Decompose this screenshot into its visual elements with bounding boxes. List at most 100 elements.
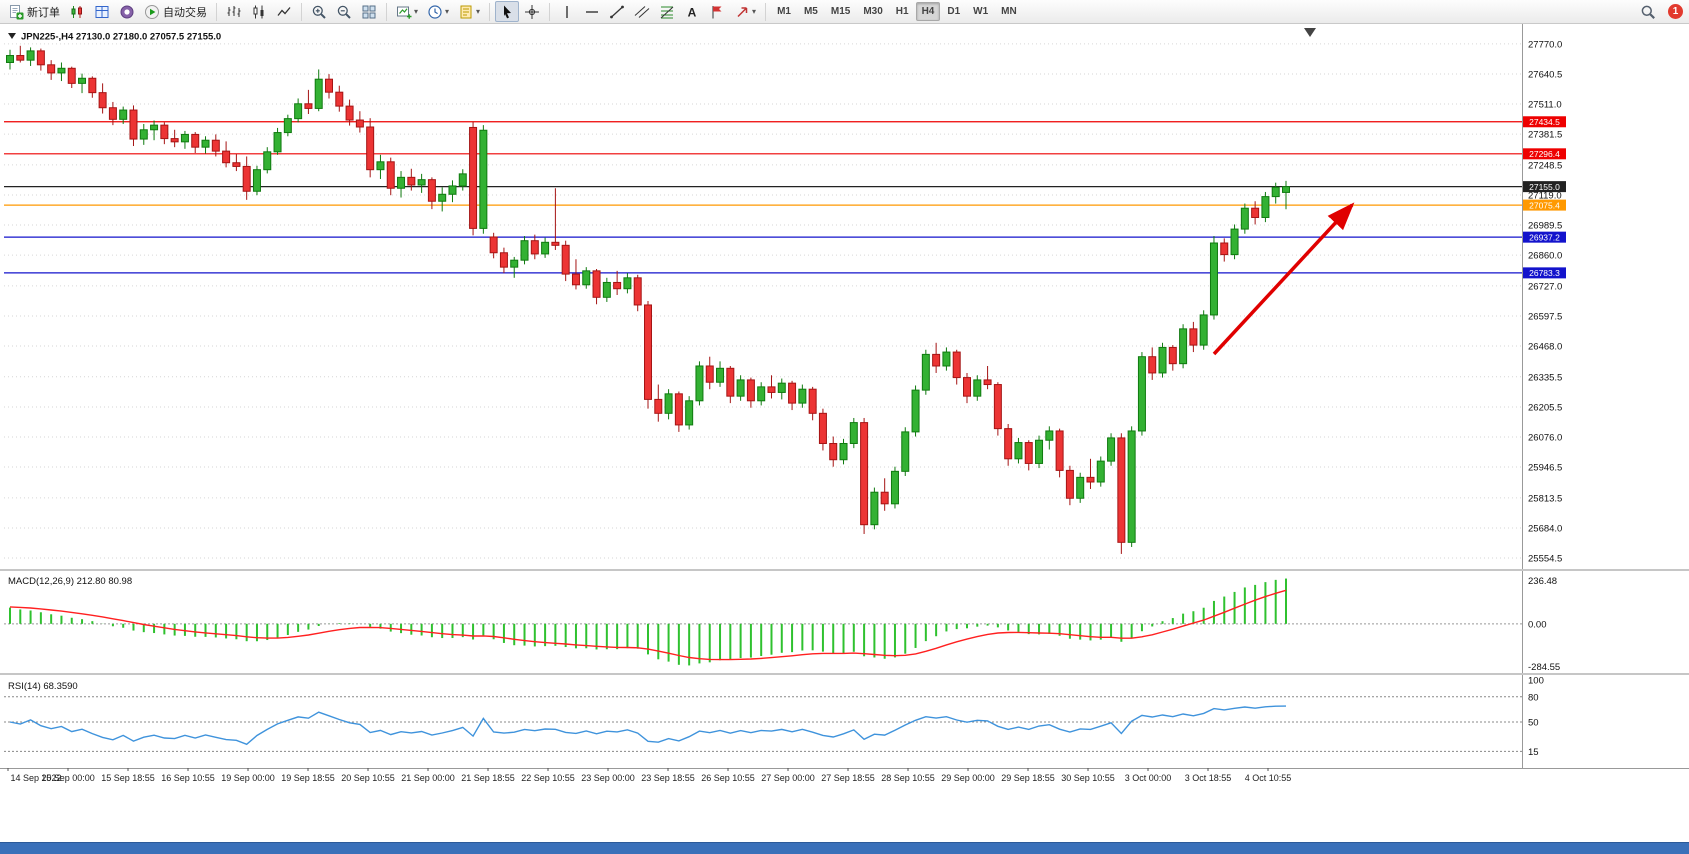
rsi-panel: RSI(14) 68.3590 100 80 50 15 (4, 676, 1544, 758)
text-button[interactable]: A (680, 1, 704, 22)
price-tags: 27434.5 27296.4 27155.0 27075.4 26937.2 26783… (1523, 116, 1566, 279)
svg-text:26597.5: 26597.5 (1528, 311, 1562, 322)
trendline-button[interactable] (605, 1, 629, 22)
timeframe-m30-button[interactable]: M30 (857, 2, 888, 21)
autotrading-button-label: 自动交易 (163, 6, 207, 19)
svg-text:27119.0: 27119.0 (1528, 190, 1562, 201)
tile-windows-button[interactable] (357, 1, 381, 22)
timeframe-mn-button[interactable]: MN (995, 2, 1023, 21)
bars-chart-button[interactable] (222, 1, 246, 22)
svg-text:A: A (688, 5, 697, 19)
toolbar-separator (216, 2, 217, 21)
notification-badge[interactable]: 1 (1668, 4, 1683, 19)
timeframe-m1-button[interactable]: M1 (771, 2, 797, 21)
bars-icon (226, 4, 242, 20)
channel-icon (634, 4, 650, 20)
market-watch-button[interactable] (65, 1, 89, 22)
dropdown-caret-icon: ▾ (445, 7, 450, 16)
svg-text:27075.4: 27075.4 (1529, 200, 1560, 210)
timeframe-m15-button[interactable]: M15 (825, 2, 856, 21)
rsi-label: RSI(14) 68.3590 (8, 681, 78, 692)
fibonacci-button[interactable] (655, 1, 679, 22)
new-chart-button[interactable]: ▾ (392, 1, 422, 22)
svg-text:25554.5: 25554.5 (1528, 553, 1562, 564)
doc-plus-icon (8, 4, 24, 20)
channel-button[interactable] (630, 1, 654, 22)
candles-series (6, 45, 1290, 554)
autotrading-button[interactable]: 自动交易 (140, 1, 211, 22)
svg-text:23 Sep 00:00: 23 Sep 00:00 (581, 773, 635, 783)
label-button[interactable] (705, 1, 729, 22)
line-chart-button[interactable] (272, 1, 296, 22)
svg-text:16 Sep 10:55: 16 Sep 10:55 (161, 773, 215, 783)
svg-text:21 Sep 00:00: 21 Sep 00:00 (401, 773, 455, 783)
svg-text:0.00: 0.00 (1528, 619, 1547, 630)
clock-icon (427, 4, 443, 20)
new-order-button[interactable]: 新订单 (4, 1, 64, 22)
svg-text:21 Sep 18:55: 21 Sep 18:55 (461, 773, 515, 783)
svg-text:19 Sep 18:55: 19 Sep 18:55 (281, 773, 335, 783)
chart-shift-marker[interactable] (1304, 28, 1316, 37)
svg-text:27770.0: 27770.0 (1528, 39, 1562, 50)
crosshair-button[interactable] (520, 1, 544, 22)
timeframe-m5-button[interactable]: M5 (798, 2, 824, 21)
svg-text:29 Sep 00:00: 29 Sep 00:00 (941, 773, 995, 783)
vline-icon (559, 4, 575, 20)
timeframe-h4-button[interactable]: H4 (915, 2, 941, 21)
crosshair-icon (524, 4, 540, 20)
arrows-icon (734, 4, 750, 20)
periods-button[interactable]: ▾ (423, 1, 453, 22)
macd-signal-line (9, 589, 1287, 661)
timeframe-d1-button[interactable]: D1 (941, 2, 966, 21)
toolbar-separator (765, 2, 767, 21)
mini-candles-icon (69, 4, 85, 20)
svg-text:15 Sep 18:55: 15 Sep 18:55 (101, 773, 155, 783)
svg-text:25813.5: 25813.5 (1528, 493, 1562, 504)
svg-text:26335.5: 26335.5 (1528, 372, 1562, 383)
zoom-out-icon (336, 4, 352, 20)
template-icon (458, 4, 474, 20)
line-icon (276, 4, 292, 20)
cursor-icon (499, 4, 515, 20)
svg-text:26860.0: 26860.0 (1528, 251, 1562, 262)
chart-expander-icon[interactable] (8, 33, 16, 39)
window-bottom-bar (0, 842, 1689, 854)
price-grid: 27770.0 27640.5 27511.0 27381.5 27248.5 27119… (4, 39, 1562, 564)
templates-button[interactable]: ▾ (454, 1, 484, 22)
navigator-button[interactable] (115, 1, 139, 22)
cursor-button[interactable] (495, 1, 520, 22)
svg-text:50: 50 (1528, 718, 1539, 729)
search-button[interactable] (1636, 1, 1660, 22)
horizontal-line-button[interactable] (580, 1, 604, 22)
svg-text:26 Sep 10:55: 26 Sep 10:55 (701, 773, 755, 783)
svg-text:26989.5: 26989.5 (1528, 221, 1562, 232)
data-window-button[interactable] (90, 1, 114, 22)
toolbar-right-zone: 1 (1636, 1, 1685, 22)
fibo-icon (659, 4, 675, 20)
dropdown-caret-icon: ▾ (414, 7, 419, 16)
svg-text:19 Sep 00:00: 19 Sep 00:00 (221, 773, 275, 783)
zoom-out-button[interactable] (332, 1, 356, 22)
svg-text:3 Oct 00:00: 3 Oct 00:00 (1125, 773, 1172, 783)
vertical-line-button[interactable] (555, 1, 579, 22)
svg-text:27511.0: 27511.0 (1528, 100, 1562, 111)
timeframe-h1-button[interactable]: H1 (890, 2, 915, 21)
chart-canvas[interactable]: 27770.0 27640.5 27511.0 27381.5 27248.5 27119… (0, 24, 1689, 842)
trend-arrow-annotation[interactable] (1212, 202, 1355, 356)
svg-text:26205.5: 26205.5 (1528, 402, 1562, 413)
toolbar-separator (386, 2, 387, 21)
svg-text:27 Sep 00:00: 27 Sep 00:00 (761, 773, 815, 783)
purple-circle-icon (119, 4, 135, 20)
zoom-in-icon (311, 4, 327, 20)
svg-text:15: 15 (1528, 747, 1539, 758)
svg-text:-284.55: -284.55 (1528, 662, 1560, 673)
svg-text:25684.0: 25684.0 (1528, 523, 1562, 534)
zoom-in-button[interactable] (307, 1, 331, 22)
chart-window[interactable]: 27770.0 27640.5 27511.0 27381.5 27248.5 27119… (0, 24, 1689, 842)
svg-text:22 Sep 10:55: 22 Sep 10:55 (521, 773, 575, 783)
shapes-button[interactable]: ▾ (730, 1, 760, 22)
timeframe-w1-button[interactable]: W1 (967, 2, 994, 21)
svg-text:27640.5: 27640.5 (1528, 69, 1562, 80)
candles-chart-button[interactable] (247, 1, 271, 22)
